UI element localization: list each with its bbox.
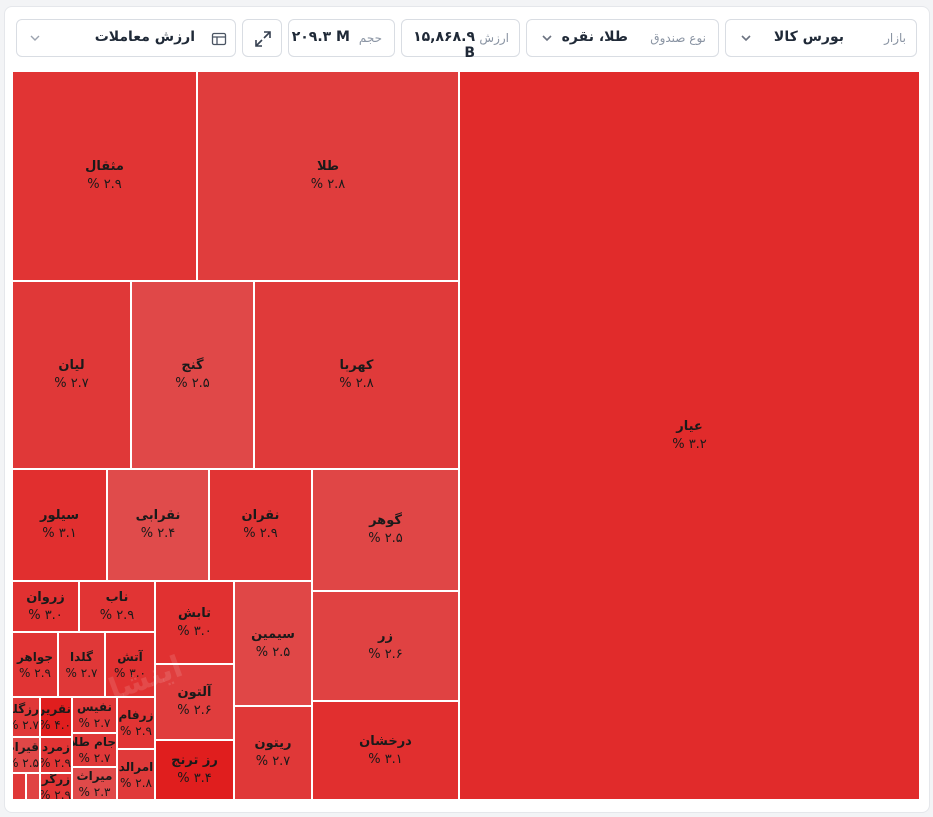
treemap-tile[interactable]: آتش ۳.۰ %	[105, 632, 155, 697]
treemap-tile[interactable]: نقرابی ۲.۴ %	[107, 469, 209, 581]
treemap-tile[interactable]: نقران ۲.۹ %	[209, 469, 312, 581]
fund-type-value: طلا، نقره	[561, 29, 628, 45]
total-value-label: ارزش	[479, 31, 509, 45]
fullscreen-button[interactable]	[242, 19, 282, 57]
volume-value: ۲۰۹.۳ M	[291, 29, 350, 45]
total-value-box: ارزش ۱۵,۸۶۸.۹ B	[401, 19, 520, 61]
treemap-tile[interactable]: کهربا ۲.۸ %	[254, 281, 459, 469]
treemap-tile[interactable]: امرالد ۲.۸ %	[117, 749, 155, 800]
market-value: بورس کالا	[773, 29, 844, 45]
chevron-down-icon	[30, 35, 40, 41]
treemap-tile[interactable]: آلتون ۲.۶ %	[155, 664, 234, 740]
treemap-tile[interactable]: زمرد ۲.۹ %	[40, 737, 72, 773]
treemap-tile[interactable]: لیان ۲.۷ %	[12, 281, 131, 469]
treemap-tile[interactable]: رز ترنج ۳.۴ %	[155, 740, 234, 800]
expand-icon	[255, 31, 271, 47]
market-select[interactable]: بازار بورس کالا	[725, 19, 917, 57]
volume-label: حجم	[358, 31, 382, 45]
treemap-tile[interactable]: قیراط۲.۵ %	[12, 737, 40, 773]
chevron-down-icon	[741, 35, 751, 42]
chevron-down-icon	[542, 35, 552, 42]
treemap-tile[interactable]: جواهر ۲.۹ %	[12, 632, 58, 697]
treemap-tile[interactable]: عیار ۳.۲ %	[459, 71, 920, 800]
treemap-tile[interactable]: گلدا ۲.۷ %	[58, 632, 105, 697]
treemap-tile[interactable]: سیلور ۳.۱ %	[12, 469, 107, 581]
treemap-tile[interactable]: تابش ۳.۰ %	[155, 581, 234, 664]
treemap-tile[interactable]: مثقال ۲.۹ %	[12, 71, 197, 281]
volume-box: حجم ۲۰۹.۳ M	[288, 19, 395, 57]
fund-type-label: نوع صندوق	[650, 31, 706, 45]
treemap-tile[interactable]: درخشان ۳.۱ %	[312, 701, 459, 800]
fund-type-select[interactable]: نوع صندوق طلا، نقره	[526, 19, 719, 57]
treemap-tile[interactable]: ریتون ۲.۷ %	[234, 706, 312, 800]
treemap-tile[interactable]	[12, 773, 26, 800]
treemap-tile[interactable]: رزگلد۲.۷ %	[12, 697, 40, 737]
treemap: عیار ۳.۲ % مثقال ۲.۹ % طلا ۲.۸ % لیان ۲.۷ % …	[12, 71, 920, 800]
treemap-tile[interactable]: زر ۲.۶ %	[312, 591, 459, 701]
metric-select[interactable]: ارزش معاملات	[16, 19, 236, 57]
metric-value: ارزش معاملات	[94, 29, 195, 45]
treemap-tile[interactable]: زرگر ۲.۹ %	[40, 773, 72, 800]
treemap-tile[interactable]: گنج ۲.۵ %	[131, 281, 254, 469]
treemap-tile[interactable]: نفیس ۲.۷ %	[72, 697, 117, 733]
market-label: بازار	[884, 31, 906, 45]
treemap-tile[interactable]	[26, 773, 40, 800]
layout-icon	[211, 32, 227, 46]
treemap-tile[interactable]: جام طلا ۲.۷ %	[72, 733, 117, 767]
treemap-tile[interactable]: نقرین۴.۰ %	[40, 697, 72, 737]
treemap-tile[interactable]: سیمین ۲.۵ %	[234, 581, 312, 706]
total-value: ۱۵,۸۶۸.۹ B	[413, 29, 475, 61]
treemap-tile[interactable]: میراث ۲.۳ %	[72, 767, 117, 800]
treemap-tile[interactable]: طلا ۲.۸ %	[197, 71, 459, 281]
treemap-tile[interactable]: زروان ۳.۰ %	[12, 581, 79, 632]
treemap-tile[interactable]: زرفام ۲.۹ %	[117, 697, 155, 749]
treemap-tile[interactable]: گوهر ۲.۵ %	[312, 469, 459, 591]
treemap-tile[interactable]: ناب ۲.۹ %	[79, 581, 155, 632]
